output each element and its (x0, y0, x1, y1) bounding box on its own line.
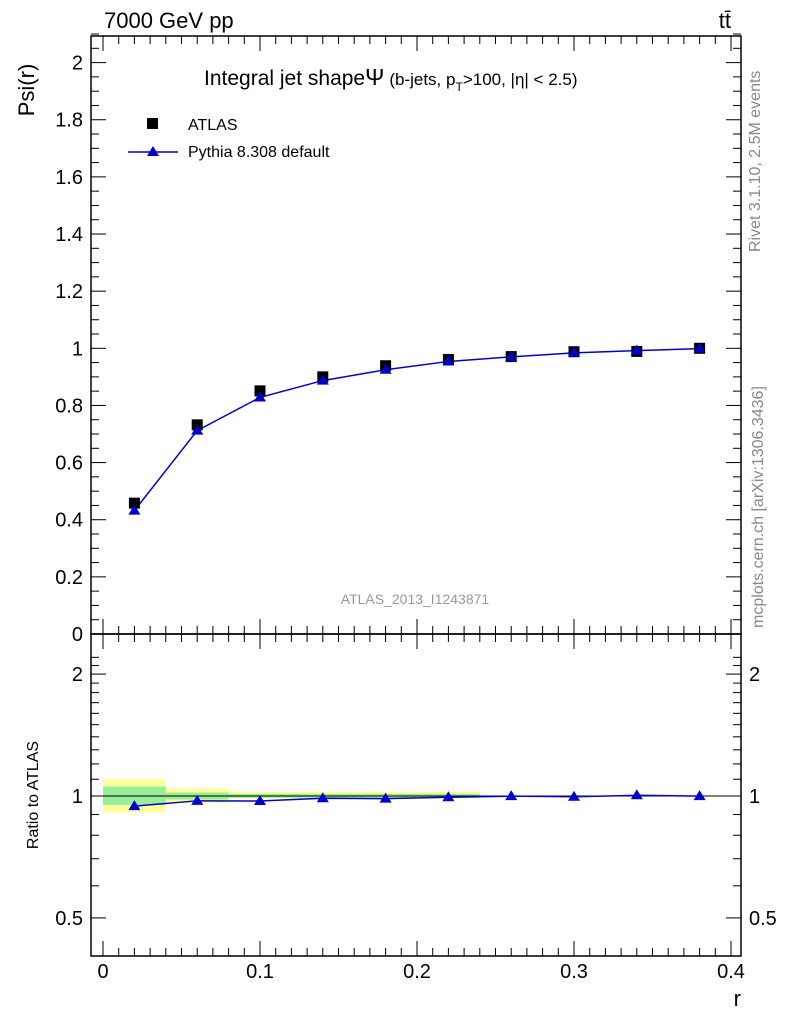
main-y-axis-label: Psi(r) (14, 64, 39, 117)
pythia-data-point (128, 504, 141, 515)
pythia-data-point (505, 350, 518, 361)
x-tick-label: 0.1 (246, 961, 274, 983)
ratio-y-tick-label-right: 2 (749, 664, 760, 686)
x-tick-label: 0 (97, 961, 108, 983)
main-y-tick-label: 0.4 (55, 510, 83, 532)
main-x-axis-ticks (102, 36, 732, 634)
main-y-tick-label: 0 (72, 624, 83, 646)
x-tick-label: 0.3 (560, 961, 588, 983)
legend-label-pythia: Pythia 8.308 default (188, 144, 330, 161)
chart-title: Integral jet shapeΨ (b-jets, pT>100, |η| … (204, 64, 578, 94)
ratio-y-tick-label: 1 (72, 786, 83, 808)
main-y-tick-label: 1.6 (55, 167, 83, 189)
ratio-y-tick-label-right: 0.5 (749, 908, 777, 930)
mcplots-label: mcplots.cern.ch [arXiv:1306.3436] (750, 386, 767, 628)
ratio-pythia-point (693, 790, 706, 801)
atlas-data-point (128, 497, 140, 509)
x-tick-label: 0.4 (717, 961, 745, 983)
main-y-tick-label: 0.2 (55, 567, 83, 589)
ratio-y-tick-label: 2 (72, 664, 83, 686)
pythia-series-line (133, 347, 700, 512)
ratio-y-tick-label-right: 1 (749, 786, 760, 808)
pythia-data-point (254, 391, 266, 402)
ratio-pythia-point (505, 790, 518, 801)
legend-marker-atlas (147, 118, 158, 129)
main-y-tick-label: 0.8 (55, 395, 83, 417)
x-tick-label: 0.2 (403, 961, 431, 983)
rivet-label: Rivet 3.1.10, 2.5M events (747, 71, 764, 252)
main-y-tick-label: 1.2 (55, 281, 83, 303)
main-y-tick-label: 1.8 (55, 110, 83, 132)
analysis-watermark: ATLAS_2013_I1243871 (341, 591, 490, 607)
ratio-plot-marks (128, 789, 706, 811)
pythia-data-point (568, 346, 580, 357)
main-y-axis: 0 0.2 0.4 0.6 0.8 1 1.2 1.4 1.6 1.8 2 (55, 33, 741, 646)
atlas-data-point (254, 385, 266, 397)
ratio-pythia-point (379, 792, 392, 803)
ratio-pythia-point (191, 794, 204, 805)
x-axis: 0 0.1 0.2 0.3 0.4 (97, 634, 745, 983)
main-y-tick-label: 0.6 (55, 453, 83, 475)
ratio-pythia-line (134, 794, 700, 807)
pythia-data-point (630, 344, 643, 355)
main-y-tick-label: 2 (72, 53, 83, 75)
main-plot-marks (128, 342, 706, 515)
pythia-data-point (442, 355, 455, 366)
ratio-pythia-point (128, 800, 141, 811)
pythia-data-point (316, 374, 329, 385)
ratio-pythia-point (568, 790, 580, 801)
pythia-data-point (191, 424, 204, 435)
ratio-plot-frame (90, 633, 742, 957)
x-axis-label: r (734, 986, 741, 1011)
ratio-pythia-point (630, 789, 643, 800)
ratio-pythia-point (254, 794, 266, 805)
ratio-y-axis: 0.5 0.5 1 1 2 2 (55, 656, 777, 930)
energy-label: 7000 GeV pp (104, 8, 234, 33)
legend-marker-pythia (147, 146, 159, 156)
main-plot-panel: 0 0.2 0.4 0.6 0.8 1 1.2 1.4 1.6 1.8 2 Psi(r) Integ… (14, 33, 742, 646)
ratio-y-tick-label: 0.5 (55, 908, 83, 930)
ratio-plot-panel: 0.5 0.51 12 2 0 0.1 0.2 0.3 0.4 Ratio to ATLAS … (25, 633, 777, 1011)
legend: ATLAS Pythia 8.308 default (128, 117, 330, 161)
legend-label-atlas: ATLAS (188, 117, 238, 134)
ratio-pythia-point (316, 792, 329, 803)
ratio-pythia-point (442, 791, 455, 802)
main-y-tick-label: 1.4 (55, 224, 83, 246)
process-label: tt̄ (719, 8, 731, 33)
ratio-y-axis-label: Ratio to ATLAS (25, 741, 42, 849)
main-y-tick-label: 1 (72, 338, 83, 360)
pythia-data-point (379, 363, 392, 374)
pythia-data-point (693, 342, 706, 353)
